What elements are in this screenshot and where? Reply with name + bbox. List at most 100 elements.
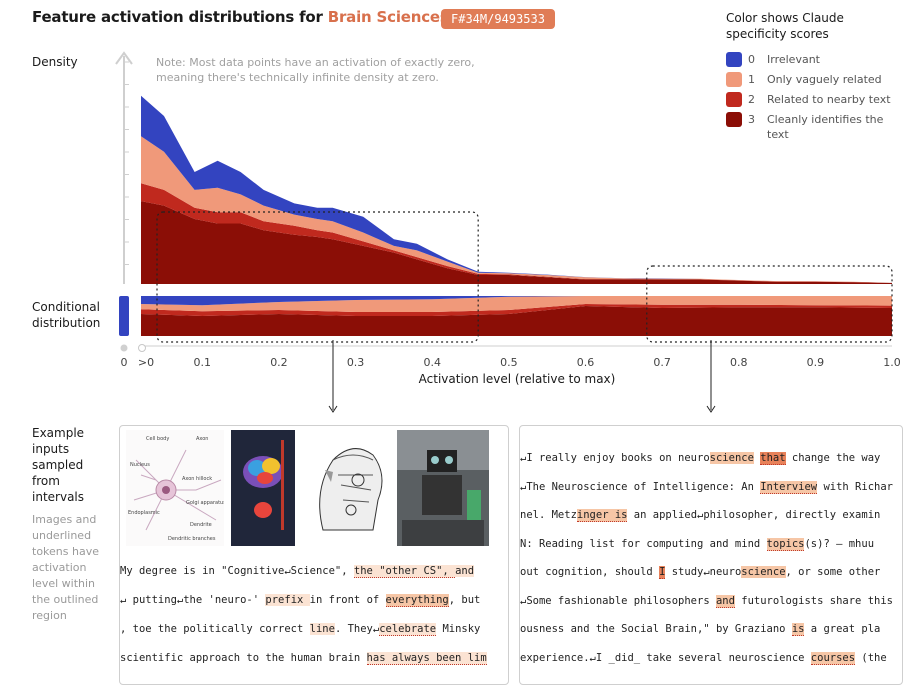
conditional-area-series-3 bbox=[141, 306, 892, 336]
chart-note: Note: Most data points have an activatio… bbox=[156, 56, 475, 84]
token-text: nel. Metz bbox=[520, 509, 577, 521]
svg-text:Dendritic branches: Dendritic branches bbox=[168, 536, 216, 542]
connector-arrows bbox=[328, 340, 716, 413]
token-text: experience.↵I _did_ take several neurosc… bbox=[520, 651, 811, 664]
highlighted-token: has always been lim bbox=[366, 652, 487, 665]
token-text: ↵I really enjoy books on neuro bbox=[520, 452, 710, 464]
example-line: experience.↵I _did_ take several neurosc… bbox=[520, 651, 887, 665]
highlighted-token: inger is bbox=[576, 509, 628, 522]
token-text: out cognition, should bbox=[520, 566, 660, 578]
token-text: futurologists share this bbox=[734, 594, 893, 607]
x-tick-label: 0.3 bbox=[346, 356, 365, 369]
token-text: (the bbox=[855, 651, 887, 664]
density-areas bbox=[141, 60, 892, 284]
x-tick-label: 0.7 bbox=[653, 356, 671, 369]
token-text: . They↵ bbox=[334, 623, 380, 635]
x-tick-label: 1.0 bbox=[883, 356, 901, 369]
example-line: , toe the politically correct line. They… bbox=[120, 623, 481, 636]
conditional-area-series-1 bbox=[141, 296, 892, 312]
token-text: ousness and the Social Brain," by Grazia… bbox=[520, 623, 792, 635]
density-chart bbox=[115, 51, 893, 352]
legend-swatch bbox=[726, 72, 742, 87]
token-text: in front of bbox=[309, 594, 386, 606]
density-label: Density bbox=[32, 55, 78, 69]
conditional-label: Conditional distribution bbox=[32, 300, 101, 330]
svg-text:Endoplasmic: Endoplasmic bbox=[128, 510, 160, 516]
legend-num: 3 bbox=[748, 113, 755, 126]
token-text: ↵The Neuroscience of Intelligence: An bbox=[520, 480, 761, 493]
highlighted-token: science bbox=[709, 452, 754, 464]
token-text: scientific approach to the human brain bbox=[120, 652, 367, 664]
svg-text:Axon: Axon bbox=[196, 436, 208, 442]
example-line: ↵I really enjoy books on neuroscience th… bbox=[520, 452, 880, 465]
svg-text:Cell body: Cell body bbox=[146, 436, 169, 442]
token-text: , toe the politically correct bbox=[120, 623, 310, 635]
conditional-area-series-2 bbox=[141, 304, 892, 316]
example-line: nel. Metzinger is an applied↵philosopher… bbox=[520, 509, 881, 522]
token-text: My degree is in "Cognitive↵Science", bbox=[120, 565, 354, 577]
legend-swatch bbox=[726, 52, 742, 67]
y-axis-arrow bbox=[115, 51, 133, 65]
right-examples-panel: ↵I really enjoy books on neuroscience th… bbox=[519, 425, 903, 685]
x-tick-label: 0 bbox=[120, 356, 128, 369]
token-text: an applied↵philosopher, directly examin bbox=[627, 509, 881, 521]
token-text: , but bbox=[448, 594, 481, 606]
highlighted-token: is bbox=[791, 623, 805, 636]
title-prefix: Feature activation distributions for bbox=[32, 8, 328, 26]
token-text: a great pla bbox=[804, 623, 881, 635]
highlighted-token: prefix bbox=[265, 594, 310, 606]
outlined-regions bbox=[156, 211, 893, 343]
highlighted-token: celebrate bbox=[379, 623, 437, 636]
conditional-areas bbox=[119, 296, 892, 336]
outlined-region-0 bbox=[156, 211, 479, 343]
feature-id-badge[interactable]: F#34M/9493533 bbox=[441, 9, 555, 29]
left-examples-panel: Cell body Axon Nucleus Axon hillock Golg… bbox=[119, 425, 509, 685]
zero-marker-dot bbox=[120, 344, 128, 352]
x-tick-label: 0.4 bbox=[423, 356, 441, 369]
example-line: My degree is in "Cognitive↵Science", the… bbox=[120, 565, 475, 578]
legend-title: Color shows Claude specificity scores bbox=[726, 11, 844, 41]
token-text: ↵ putting↵the 'neuro-' bbox=[120, 594, 266, 606]
legend-num: 1 bbox=[748, 73, 755, 86]
examples-note: Images and underlined tokens have activa… bbox=[32, 513, 99, 622]
example-line: out cognition, should I study↵neuroscien… bbox=[520, 566, 881, 579]
brain-poster-image bbox=[231, 430, 295, 546]
x-tick-label: 0.8 bbox=[729, 356, 748, 369]
token-text: with Richar bbox=[817, 480, 893, 493]
axes bbox=[115, 51, 892, 352]
highlighted-token: and bbox=[455, 565, 475, 577]
legend-swatch bbox=[726, 92, 742, 107]
highlighted-token: everything bbox=[385, 594, 449, 607]
x-tick-label: 0.6 bbox=[576, 356, 595, 369]
token-text: study↵neuro bbox=[665, 566, 742, 578]
highlighted-token: topics bbox=[766, 537, 805, 551]
svg-text:Nucleus: Nucleus bbox=[130, 462, 150, 468]
examples-label: Example inputs sampled from intervals bbox=[32, 426, 85, 504]
token-text: , or some other bbox=[785, 566, 881, 578]
token-text: N: Reading list for computing and mind bbox=[520, 537, 767, 550]
highlighted-token: the "other CS", bbox=[353, 565, 456, 578]
chart-title: Feature activation distributions for Bra… bbox=[32, 8, 449, 26]
x-tick-label: 0.9 bbox=[806, 356, 825, 369]
example-line: ↵ putting↵the 'neuro-' prefix in front o… bbox=[120, 594, 481, 607]
x-tick-label: 0.2 bbox=[270, 356, 288, 369]
svg-text:Axon hillock: Axon hillock bbox=[182, 476, 212, 482]
legend-label: Irrelevant bbox=[767, 53, 820, 66]
x-tick-label: 0.1 bbox=[193, 356, 212, 369]
nonzero-marker-dot bbox=[138, 344, 146, 352]
highlighted-token: Interview bbox=[760, 480, 818, 494]
token-text: (s)? – mhuu bbox=[804, 537, 875, 550]
highlighted-token: line bbox=[309, 623, 335, 635]
example-line: ↵The Neuroscience of Intelligence: An In… bbox=[520, 480, 893, 494]
x-tick-label: >0 bbox=[137, 356, 155, 369]
token-text: Minsky bbox=[436, 623, 481, 635]
highlighted-token: I bbox=[659, 566, 666, 579]
highlighted-token: and bbox=[715, 594, 735, 608]
zero-activation-bar bbox=[119, 296, 129, 336]
x-axis-label: Activation level (relative to max) bbox=[418, 372, 616, 386]
title-highlight: Brain Sciences bbox=[327, 8, 449, 26]
mechanical-head-sketch-image bbox=[303, 430, 391, 546]
conditional-area-series-0 bbox=[141, 296, 892, 306]
example-line: ousness and the Social Brain," by Grazia… bbox=[520, 623, 881, 636]
legend-label: Cleanly identifies the text bbox=[767, 113, 884, 141]
